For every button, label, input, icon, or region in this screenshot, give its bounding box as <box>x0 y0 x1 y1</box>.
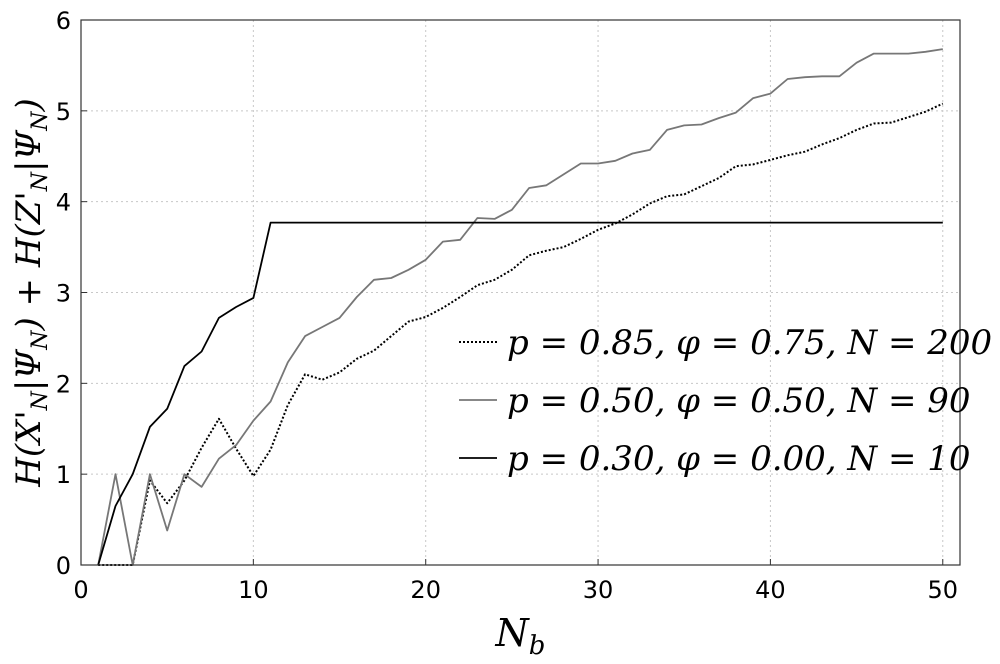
x-tick-label: 20 <box>410 576 441 604</box>
x-axis-label: Nb <box>495 611 546 661</box>
legend-label-3: p = 0.30, φ = 0.00, N = 10 <box>507 439 971 479</box>
series-line-2 <box>97 48 943 566</box>
legend: p = 0.85, φ = 0.75, N = 200 p = 0.50, φ =… <box>459 323 992 479</box>
x-tick-label: 0 <box>73 576 88 604</box>
y-axis-title: H(X'N|ΨN) + H(Z'N|ΨN) <box>9 98 53 488</box>
x-axis-title: Nb <box>495 611 546 661</box>
y-tick-label: 0 <box>56 552 71 580</box>
x-tick-label: 50 <box>927 576 958 604</box>
series-line-3 <box>97 221 943 566</box>
y-tick-label: 4 <box>56 189 71 217</box>
x-tick-label: 30 <box>583 576 614 604</box>
y-tick-label: 6 <box>56 7 71 35</box>
y-tick-label: 3 <box>56 280 71 308</box>
x-tick-label: 40 <box>755 576 786 604</box>
y-tick-label: 5 <box>56 98 71 126</box>
y-tick-label: 2 <box>56 370 71 398</box>
y-axis-label: H(X'N|ΨN) + H(Z'N|ΨN) <box>9 98 53 488</box>
legend-label-2: p = 0.50, φ = 0.50, N = 90 <box>507 381 971 421</box>
grid <box>80 19 960 566</box>
series-line-1 <box>98 102 944 566</box>
tick-layer: 0 10 20 30 40 50 0 1 2 3 4 5 6 <box>56 7 958 604</box>
x-tick-label: 10 <box>238 576 269 604</box>
legend-label-1: p = 0.85, φ = 0.75, N = 200 <box>507 323 992 363</box>
y-tick-label: 1 <box>56 461 71 489</box>
series-layer <box>97 48 944 566</box>
